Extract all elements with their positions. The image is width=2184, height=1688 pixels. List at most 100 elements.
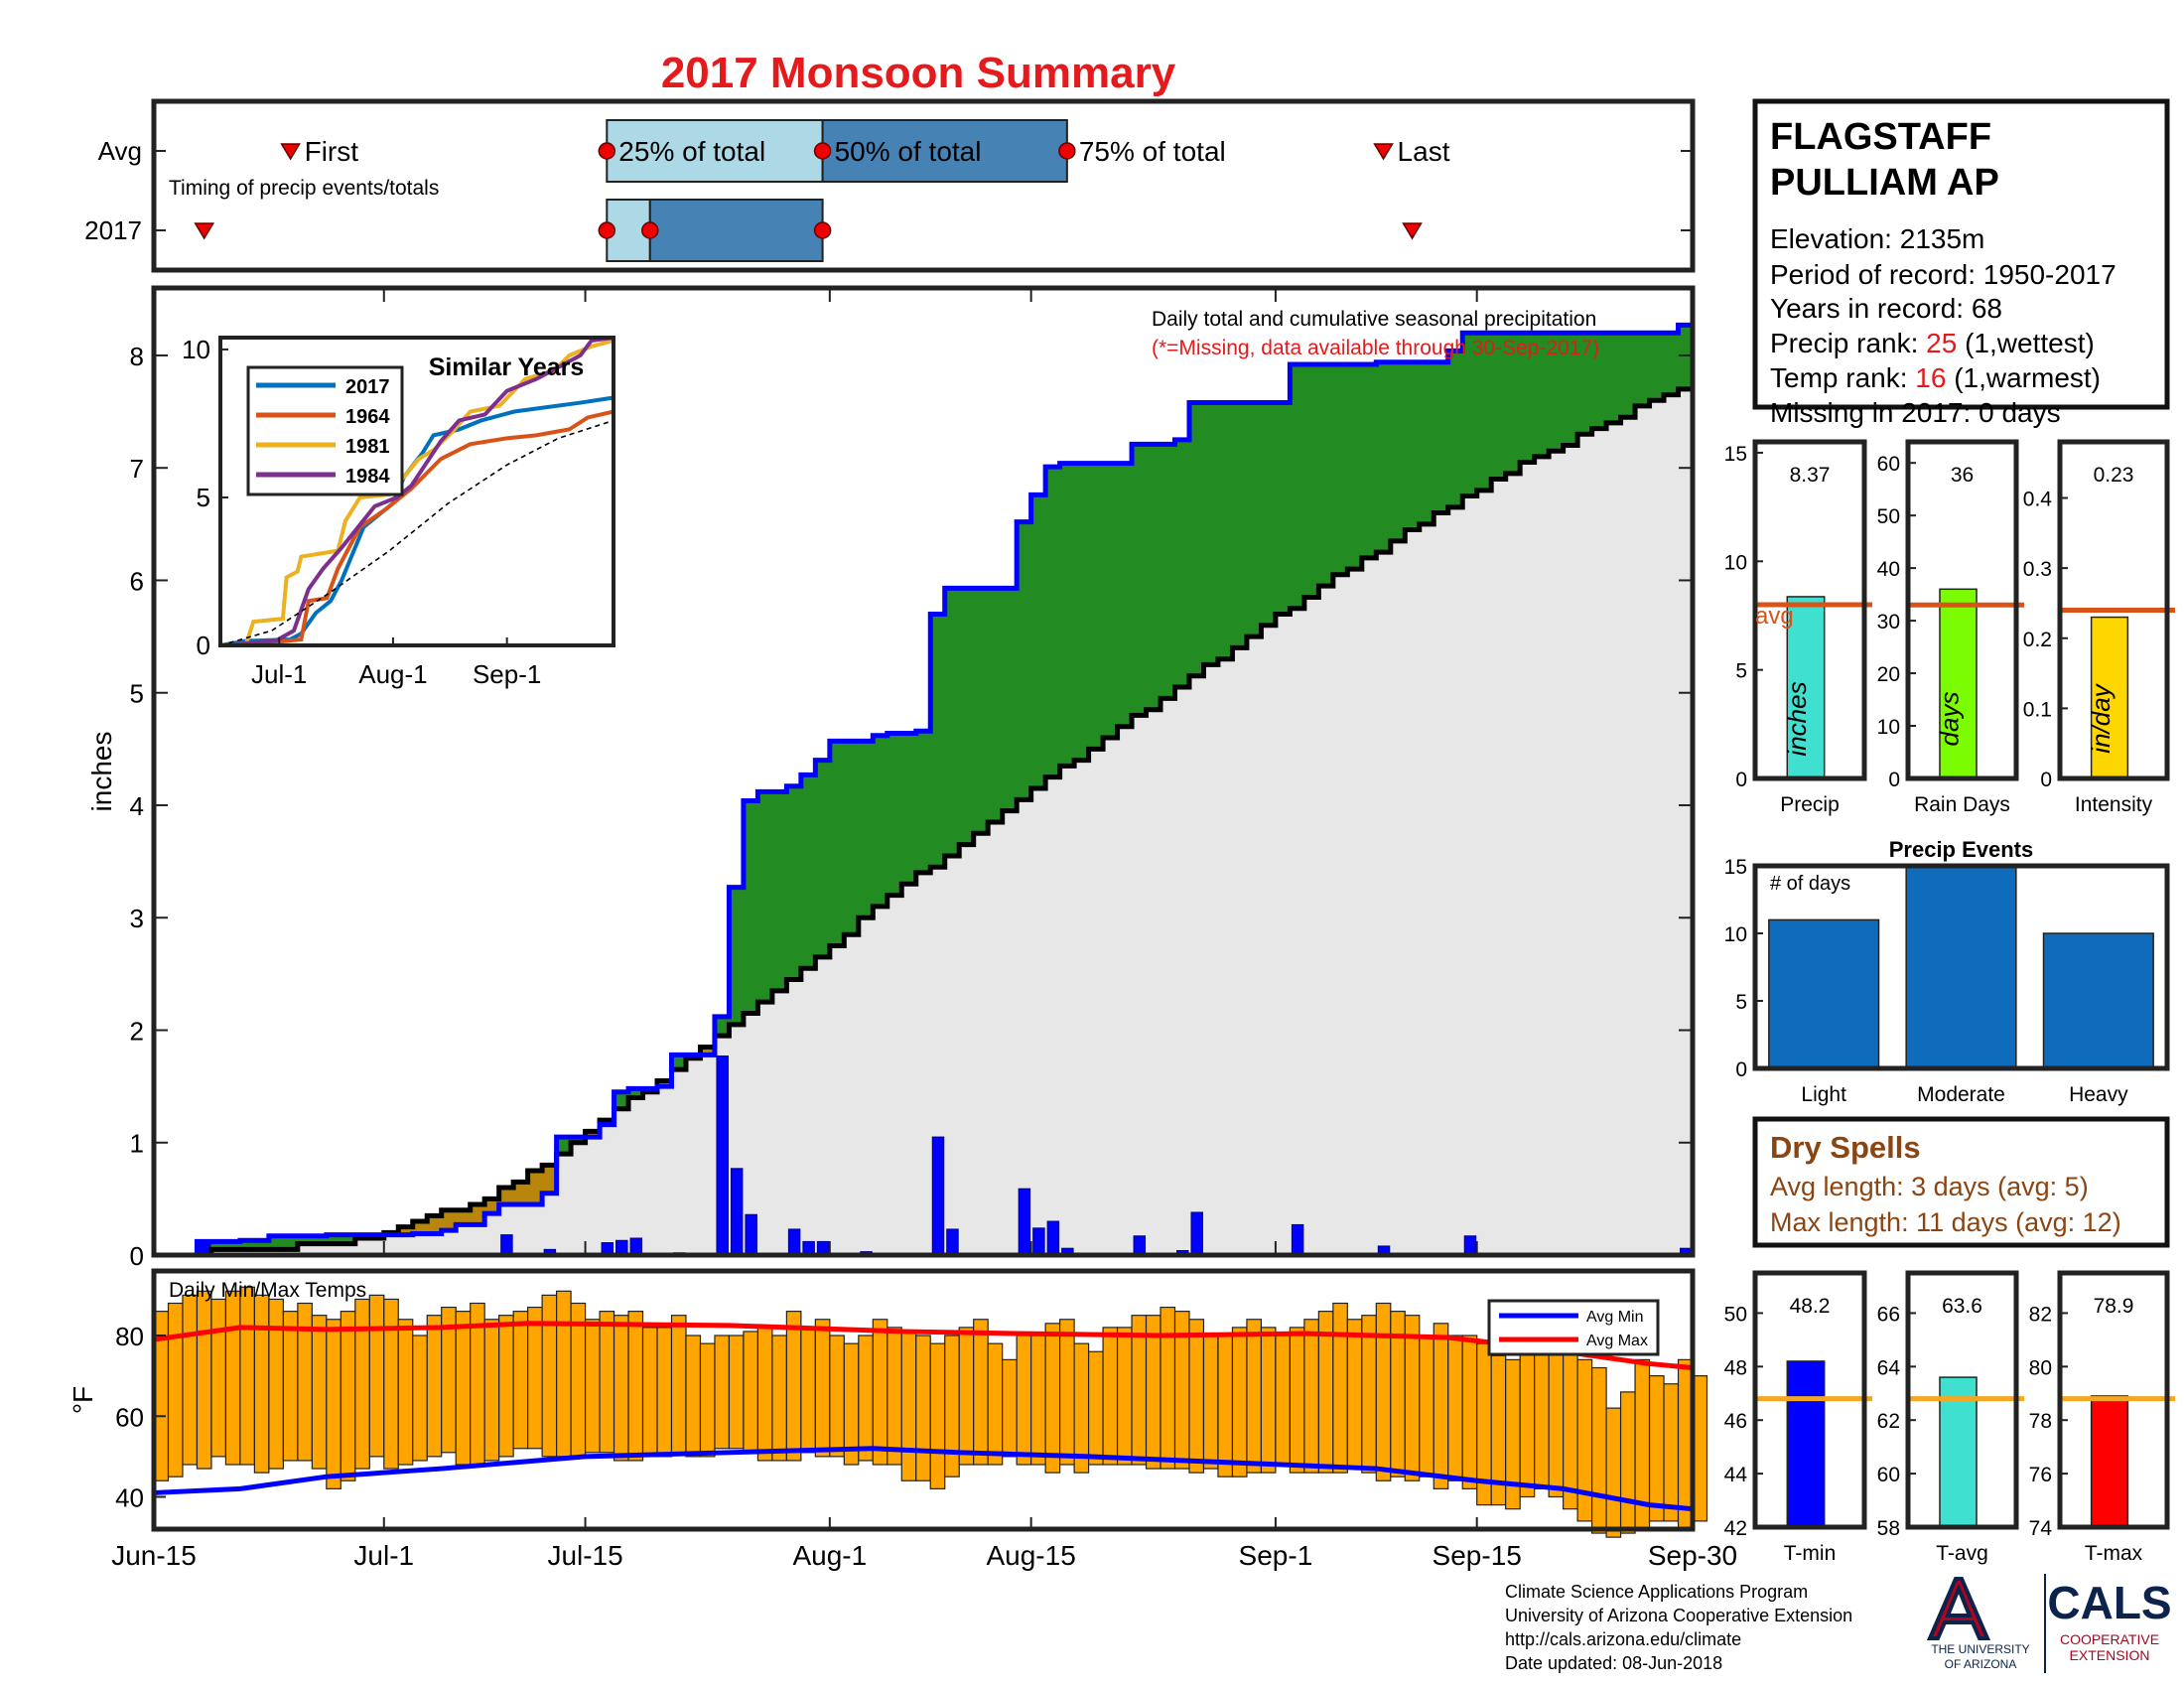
temp-range-bar	[1260, 1327, 1277, 1474]
ua-name-line2: OF ARIZONA	[1945, 1657, 2017, 1671]
intensity-ytick-label: 0.3	[2023, 558, 2052, 581]
surplus-fill	[1563, 333, 1578, 446]
surplus-fill	[1635, 333, 1651, 406]
surplus-fill	[1174, 439, 1190, 688]
temp-range-bar	[483, 1319, 500, 1462]
temp-range-bar	[958, 1327, 975, 1466]
surplus-fill	[1002, 588, 1018, 811]
rank-part: (1,warmest)	[1946, 362, 2101, 393]
temp-range-bar	[1404, 1315, 1421, 1481]
precip-total-ytick-label: 5	[1735, 660, 1747, 683]
events-ytick-label: 5	[1735, 991, 1747, 1014]
temp-range-bar	[829, 1335, 845, 1458]
precip-total-ytick-label: 10	[1724, 551, 1747, 574]
precip-events-panel: Light Moderate Heavy 0 5 10 15 Precip Events # o…	[1724, 837, 2170, 1106]
t-avg-frame	[1905, 1270, 2019, 1530]
xtick-label: Sep-15	[1433, 1540, 1522, 1571]
surplus-fill	[1030, 494, 1046, 788]
station-temp-rank: Temp rank: 16 (1,warmest)	[1770, 362, 2101, 393]
timing-triangle-first	[194, 222, 215, 240]
precip-ytick-label: 7	[130, 454, 144, 484]
temp-ytick-label: 40	[115, 1483, 144, 1513]
missing-note: (*=Missing, data available through 30-Se…	[1152, 337, 1599, 359]
surplus-fill	[1606, 333, 1622, 423]
temp-range-bar	[368, 1294, 385, 1458]
timing-box-50-75	[648, 199, 824, 262]
daily-precip-bar	[1291, 1223, 1304, 1256]
rank-part: Temp rank:	[1770, 362, 1915, 393]
temp-range-bar	[354, 1298, 370, 1470]
surplus-fill	[283, 1235, 299, 1250]
surplus-fill	[210, 1241, 227, 1250]
precip-caption: Daily total and cumulative seasonal prec…	[1152, 308, 1596, 331]
daily-precip-bar	[931, 1136, 945, 1256]
daily-precip-bar	[787, 1228, 801, 1256]
t-avg-bar	[1939, 1376, 1978, 1528]
deficit-fill	[527, 1171, 543, 1205]
temp-range-bar	[699, 1342, 716, 1458]
station-elevation: Elevation: 2135m	[1770, 223, 1984, 254]
xtick-label: Jun-15	[111, 1540, 197, 1571]
temp-range-bar	[182, 1294, 199, 1466]
precip-total-ytick-label: 0	[1735, 769, 1747, 791]
surplus-fill	[225, 1241, 241, 1250]
temp-range-bar	[1044, 1323, 1061, 1474]
temp-range-bar	[167, 1302, 184, 1477]
temp-range-bar	[210, 1298, 227, 1458]
footer-line2: University of Arizona Cooperative Extens…	[1505, 1606, 1852, 1625]
temp-range-bar	[929, 1342, 946, 1489]
rain-days-frame	[1905, 439, 2019, 781]
temp-range-bar	[1188, 1319, 1205, 1474]
surplus-fill	[1261, 402, 1277, 626]
temp-range-bar	[627, 1311, 644, 1462]
temp-range-bar	[1590, 1366, 1607, 1534]
rain-days-ytick-label: 40	[1877, 558, 1900, 581]
rain-days-ytick-label: 20	[1877, 663, 1900, 686]
temp-frame	[151, 1268, 1696, 1532]
daily-precip-bar	[1018, 1188, 1031, 1256]
precip-ytick-label: 4	[130, 791, 144, 821]
surplus-fill	[341, 1234, 356, 1244]
surplus-fill	[714, 1016, 731, 1037]
surplus-fill	[1146, 444, 1161, 710]
inset-ytick-label: 0	[197, 631, 210, 660]
intensity-unit-label: in/day	[2086, 682, 2116, 753]
inset-ytick-label: 5	[197, 483, 210, 512]
surplus-fill	[1491, 333, 1507, 480]
dry-spells-avg: Avg length: 3 days (avg: 5)	[1770, 1172, 2089, 1201]
temp-ytick-label: 80	[115, 1322, 144, 1351]
temp-range-bar	[1303, 1319, 1319, 1474]
t-avg: 58 60 62 64 66 63.6 T-avg	[1877, 1270, 2024, 1565]
daily-precip-bar	[730, 1168, 744, 1256]
temp-range-bar	[599, 1311, 615, 1454]
temp-range-bar	[498, 1315, 514, 1458]
daily-precip-bar	[946, 1228, 959, 1256]
temp-range-bar	[743, 1331, 759, 1454]
daily-precip-bar	[1133, 1235, 1147, 1256]
legend-label-avg-min: Avg Min	[1586, 1309, 1644, 1326]
surplus-fill	[1649, 333, 1665, 401]
surplus-fill	[800, 774, 816, 969]
page-title: 2017 Monsoon Summary	[661, 49, 1176, 97]
temp-range-bar	[785, 1311, 802, 1462]
temp-range-bar	[1605, 1407, 1622, 1538]
temp-range-bar	[1231, 1327, 1248, 1477]
xtick-label: Sep-30	[1648, 1540, 1737, 1571]
temp-range-bar	[1648, 1375, 1665, 1522]
inset-xtick-label: Aug-1	[358, 659, 427, 689]
daily-precip-bar	[500, 1234, 513, 1256]
t-min-frame	[1752, 1270, 1867, 1530]
rain-days: 0 10 20 30 40 50 60 36 days Rain Days	[1877, 439, 2024, 816]
station-name-line2: PULLIAM AP	[1770, 162, 1999, 204]
deficit-fill	[427, 1215, 443, 1234]
surplus-fill	[1275, 402, 1291, 615]
inset-title: Similar Years	[429, 353, 585, 381]
temp-range-bar	[1447, 1335, 1463, 1481]
temp-range-bar	[613, 1315, 629, 1462]
precip-total-unit-label: inches	[1782, 681, 1812, 756]
intensity-value-label: 0.23	[2094, 464, 2134, 487]
surplus-fill	[1520, 333, 1536, 463]
events-bar-light	[1768, 918, 1880, 1069]
surplus-fill	[771, 791, 787, 991]
deficit-fill	[398, 1226, 414, 1235]
